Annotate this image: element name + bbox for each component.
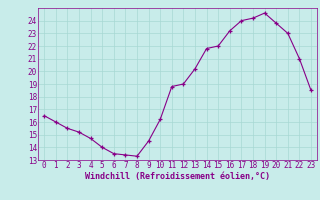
X-axis label: Windchill (Refroidissement éolien,°C): Windchill (Refroidissement éolien,°C) [85, 172, 270, 181]
